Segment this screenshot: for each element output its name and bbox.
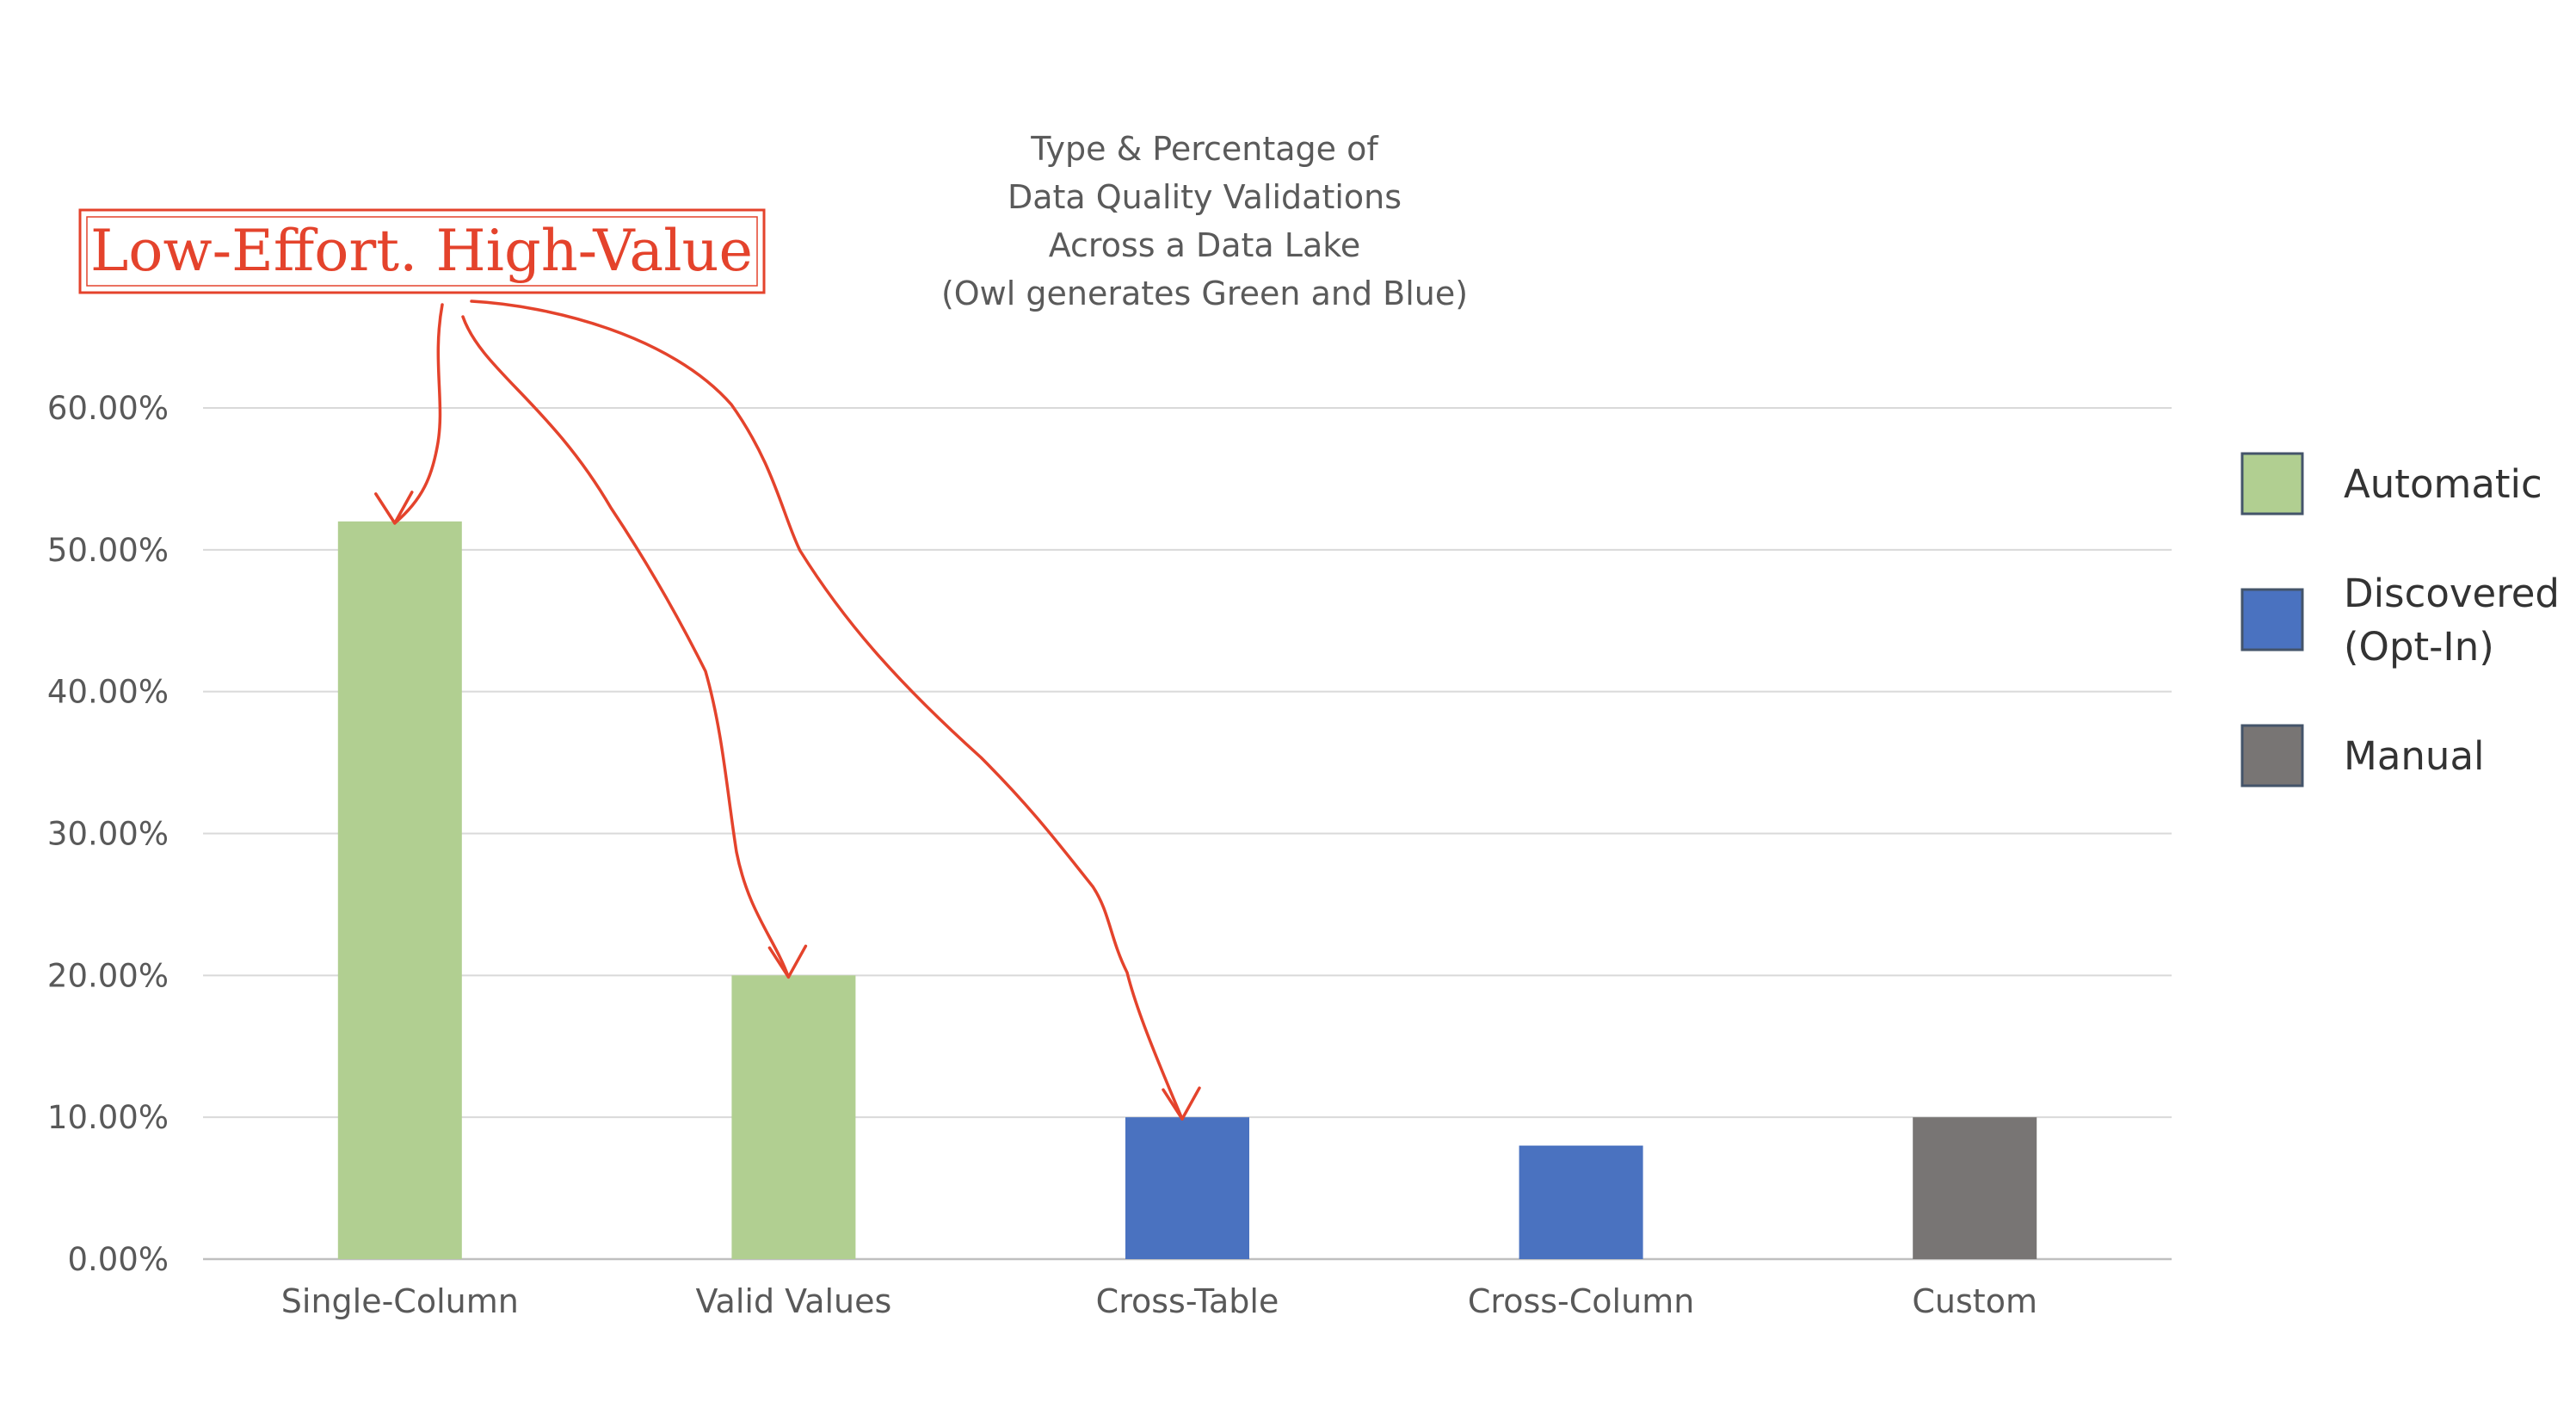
legend-label: (Opt-In)	[2344, 624, 2494, 670]
y-tick-label: 20.00%	[47, 957, 169, 994]
bar-valid-values	[731, 975, 856, 1259]
y-tick-label: 30.00%	[47, 816, 169, 853]
callout-arrow	[374, 303, 444, 525]
callout-arrow-head	[374, 491, 414, 525]
bar-single-column	[337, 521, 462, 1259]
legend-label: Discovered	[2344, 571, 2560, 616]
y-tick-label: 60.00%	[47, 390, 169, 427]
x-category-label: Cross-Column	[1468, 1282, 1694, 1320]
y-axis: 0.00% 10.00% 20.00% 30.00% 40.00% 50.00% 60.00…	[47, 390, 169, 1278]
x-category-label: Custom	[1912, 1282, 2037, 1320]
callout-arrow-line	[461, 315, 791, 979]
legend-swatch	[2240, 452, 2304, 516]
chart-title: Type & Percentage of Data Quality Validat…	[941, 130, 1468, 312]
chart-title-line: Type & Percentage of	[1030, 130, 1379, 168]
callout-box-inner	[86, 216, 758, 287]
callout-box	[78, 208, 766, 294]
callout-arrow	[470, 300, 1201, 1121]
legend: Automatic Discovered (Opt-In) Manual	[2240, 452, 2560, 787]
x-category-label: Single-Column	[281, 1282, 519, 1320]
x-category-label: Valid Values	[696, 1282, 892, 1320]
callout-text: Low-Effort. High-Value	[90, 218, 753, 284]
legend-swatch	[2240, 724, 2304, 787]
legend-entry: Automatic	[2240, 452, 2542, 516]
legend-entry: Manual	[2240, 724, 2485, 787]
bars	[337, 521, 2037, 1259]
legend-swatch	[2240, 588, 2304, 652]
x-axis: Single-Column Valid Values Cross-Table Cros…	[281, 1282, 2037, 1320]
legend-label: Manual	[2344, 733, 2485, 779]
bar-cross-table	[1125, 1117, 1249, 1259]
y-tick-label: 50.00%	[47, 532, 169, 569]
callout-annotation: Low-Effort. High-Value	[78, 208, 1201, 1121]
x-category-label: Cross-Table	[1096, 1282, 1279, 1320]
callout-arrow	[461, 315, 808, 979]
bar-custom	[1913, 1117, 2037, 1259]
callout-arrow-head	[767, 944, 808, 979]
callout-arrow-head	[1162, 1086, 1201, 1121]
callout-arrow-line	[470, 300, 1184, 1121]
gridlines	[203, 407, 2172, 1261]
callout-arrow-line	[393, 303, 444, 525]
legend-entry: Discovered (Opt-In)	[2240, 571, 2560, 670]
bar-cross-column	[1519, 1146, 1643, 1259]
y-tick-label: 40.00%	[47, 674, 169, 711]
y-tick-label: 0.00%	[67, 1241, 169, 1278]
chart-title-line: Data Quality Validations	[1008, 178, 1402, 216]
y-tick-label: 10.00%	[47, 1099, 169, 1136]
chart-title-line: Across a Data Lake	[1049, 226, 1361, 264]
legend-label: Automatic	[2344, 461, 2542, 507]
chart-title-line: (Owl generates Green and Blue)	[941, 275, 1468, 312]
